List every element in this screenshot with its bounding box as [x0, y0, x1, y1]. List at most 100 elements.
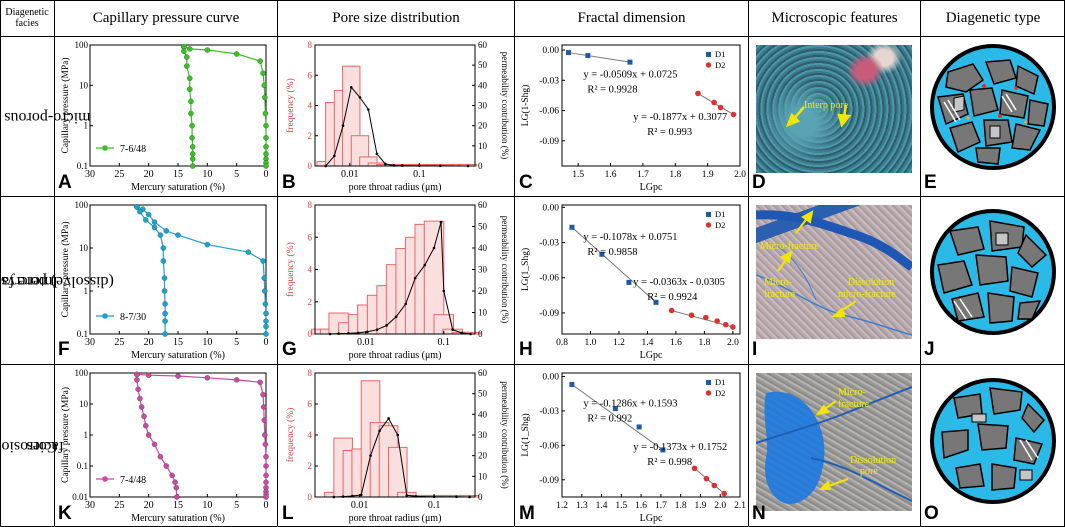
- panel-letter-F: F: [58, 339, 70, 360]
- x-tick-label: 2.0: [714, 501, 726, 511]
- intrusion-point: [261, 417, 267, 423]
- extrusion-point: [188, 98, 194, 105]
- x-tick-label: 0.1: [438, 337, 451, 348]
- legend-label: 7-6/48: [120, 144, 146, 155]
- x-tick-label: 0.01: [357, 337, 375, 348]
- x-tick-label: 1.9: [695, 501, 707, 511]
- right-tick-label: 10: [478, 471, 488, 481]
- permeability-point: [442, 289, 446, 293]
- y-tick-label: -0.03: [539, 407, 559, 417]
- plot-frame: [89, 372, 267, 498]
- intrusion-point: [263, 453, 269, 460]
- r2-d1: R² = 0.992: [587, 413, 632, 424]
- right-tick-label: 0: [478, 329, 483, 339]
- permeability-point: [375, 328, 379, 331]
- micro-label-I-3: fracture: [764, 289, 796, 300]
- y-tick-label: -0.09: [539, 476, 559, 486]
- panel-letter-N: N: [752, 503, 766, 524]
- extrusion-point: [181, 48, 187, 54]
- x-tick-label: 1.5: [615, 501, 627, 511]
- permeability-point: [375, 152, 379, 156]
- intrusion-point: [175, 373, 181, 379]
- panel-letter-D: D: [752, 172, 766, 193]
- extrusion-point: [138, 404, 145, 410]
- left-tick-label: 0: [308, 492, 313, 502]
- intrusion-point: [262, 94, 268, 101]
- micro-image-I: Micro-fracture Micro- fracture Dissoluti…: [756, 205, 912, 339]
- panel-letter-G: G: [282, 339, 297, 360]
- x-axis-label: Mercury saturation (%): [131, 350, 225, 361]
- permeability-point: [423, 263, 427, 267]
- header-micro: Microscopic features: [771, 9, 898, 26]
- d2-point: [711, 99, 717, 106]
- intrusion-curve: [183, 46, 267, 166]
- d1-point: [599, 251, 605, 257]
- y-tick-label: 0.00: [542, 372, 559, 382]
- left-tick-label: 2: [308, 461, 313, 471]
- extrusion-point: [134, 371, 140, 378]
- permeability-point: [413, 276, 417, 280]
- x-tick-label: 0.01: [351, 500, 369, 511]
- x-axis-label: LGpc: [640, 182, 663, 193]
- left-tick-label: 0: [308, 329, 313, 339]
- header-capillary: Capillary pressure curve: [92, 9, 240, 26]
- y-tick-label: 0.1: [77, 161, 88, 171]
- extrusion-point: [163, 463, 170, 469]
- diagenetic-type-E: [930, 44, 1056, 170]
- d2-point: [703, 314, 709, 321]
- permeability-point: [396, 433, 400, 437]
- y-tick-label: 1: [84, 286, 89, 296]
- panel-letter-O: O: [924, 503, 939, 524]
- extrusion-point: [142, 217, 149, 223]
- extrusion-point: [134, 377, 140, 383]
- right-tick-label: 20: [478, 121, 488, 131]
- plot-frame: [561, 372, 741, 498]
- intrusion-point: [204, 47, 211, 53]
- panel-letter-L: L: [282, 503, 294, 524]
- permeability-point: [378, 429, 381, 433]
- d2-point: [730, 111, 737, 118]
- x-tick-label: 0.01: [341, 169, 359, 180]
- extrusion-point: [189, 151, 196, 157]
- equation-d1: y = -0.0509x + 0.0725: [583, 70, 677, 81]
- y-tick-label: 1: [84, 430, 89, 440]
- panel-letter-B: B: [282, 172, 296, 193]
- x-tick-label: 30: [85, 337, 95, 348]
- permeability-point: [385, 324, 388, 327]
- right-tick-label: 40: [478, 409, 488, 419]
- legend-label-d2: D2: [715, 388, 725, 398]
- header-fractal: Fractal dimension: [577, 9, 686, 26]
- x-tick-label: 1.5: [572, 170, 584, 180]
- intrusion-point: [263, 318, 269, 324]
- extrusion-point: [157, 232, 164, 238]
- intrusion-point: [262, 301, 269, 307]
- row-label-1: micro-porous facies: [0, 108, 91, 126]
- x-tick-label: 1.7: [655, 501, 667, 511]
- left-tick-label: 6: [308, 399, 313, 409]
- extrusion-point: [161, 275, 168, 281]
- permeability-point: [367, 108, 370, 111]
- right-tick-label: 20: [478, 451, 488, 461]
- intrusion-point: [262, 110, 269, 117]
- left-tick-label: 2: [308, 297, 313, 307]
- left-tick-label: 6: [308, 70, 313, 80]
- plot-frame: [89, 204, 267, 335]
- panel-letter-I: I: [752, 339, 758, 360]
- x-axis-label: pore throat radius (μm): [349, 182, 442, 193]
- y-tick-label: 100: [75, 368, 89, 378]
- extrusion-point: [151, 441, 158, 448]
- y-tick-label: 0.00: [542, 46, 559, 56]
- intrusion-point: [261, 275, 267, 281]
- x-tick-label: 0.8: [556, 338, 568, 348]
- x-tick-label: 1.2: [613, 338, 625, 348]
- micro-label-I-4: Dissolution: [848, 277, 894, 288]
- intrusion-point: [263, 479, 269, 485]
- right-axis-label: permeability contribution (%): [500, 381, 510, 488]
- legend-marker: [102, 313, 108, 319]
- intrusion-point: [186, 46, 193, 52]
- intrusion-point: [263, 135, 269, 141]
- right-tick-label: 50: [478, 222, 488, 232]
- permeability-point: [333, 154, 336, 158]
- x-tick-label: 15: [173, 169, 183, 180]
- micro-label-I-2: Micro-: [764, 277, 792, 288]
